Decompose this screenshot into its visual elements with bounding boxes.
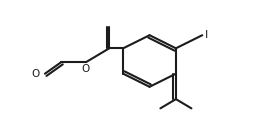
Text: O: O bbox=[31, 69, 40, 79]
Text: I: I bbox=[205, 30, 209, 40]
Text: O: O bbox=[82, 65, 90, 74]
